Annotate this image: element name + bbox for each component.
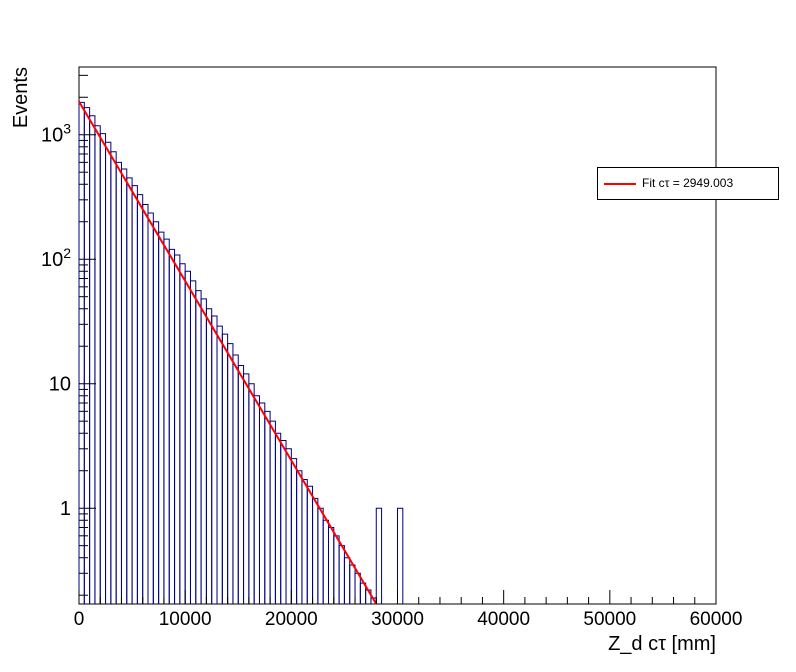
legend: Fit cτ = 2949.003 — [597, 167, 779, 200]
legend-fit-label: Fit cτ = 2949.003 — [642, 176, 734, 190]
histogram-bin — [333, 535, 340, 604]
histogram-bin — [280, 439, 287, 604]
histogram-bin — [152, 221, 160, 604]
histogram-bin — [179, 263, 186, 604]
histogram-bin — [290, 458, 298, 604]
x-tick-label: 50000 — [583, 609, 636, 630]
histogram-bin — [216, 325, 223, 604]
histogram-bin — [248, 383, 255, 604]
histogram-bin — [105, 141, 112, 604]
histogram-bin — [296, 470, 303, 604]
histogram-bin — [237, 365, 245, 604]
histogram-bin — [200, 298, 207, 604]
histogram-bin — [136, 194, 144, 604]
histogram-bin — [343, 557, 351, 604]
histogram-bin — [94, 125, 101, 604]
histogram-bin — [184, 270, 191, 604]
histogram-bin — [397, 507, 404, 604]
histogram-bin — [99, 133, 107, 604]
histogram-bin — [274, 432, 282, 604]
x-tick-label: 40000 — [477, 609, 530, 630]
histogram-bin — [195, 290, 202, 604]
histogram-bin — [83, 107, 91, 604]
histogram-bin — [115, 161, 122, 604]
histogram-bin — [147, 212, 154, 604]
x-tick-label: 30000 — [371, 609, 424, 630]
histogram-bin — [189, 280, 197, 604]
y-tick-label: 1 — [60, 498, 71, 520]
histogram-bin — [327, 526, 335, 604]
y-tick-label: 10 — [49, 374, 71, 396]
histogram-bin — [205, 308, 213, 604]
histogram-bin — [110, 151, 117, 604]
histogram-bin — [285, 448, 292, 604]
y-tick-label: 102 — [41, 245, 71, 271]
fit-line — [78, 100, 378, 605]
histogram-bin — [258, 402, 266, 604]
x-tick-label: 0 — [74, 609, 85, 630]
histogram-bin — [306, 485, 314, 604]
histogram-bin — [158, 231, 165, 604]
histogram-bin — [89, 115, 96, 604]
histogram-bin — [227, 343, 234, 604]
x-tick-label: 60000 — [690, 609, 743, 630]
histogram-bin — [354, 572, 361, 604]
y-tick-label: 103 — [41, 121, 71, 147]
histogram-bin — [120, 168, 128, 604]
histogram-bin — [264, 410, 271, 604]
histogram-bin — [163, 238, 170, 604]
histogram-bin — [168, 248, 176, 604]
x-axis-title: Z_d cτ [mm] — [608, 633, 716, 655]
histogram-bin — [253, 395, 260, 604]
histogram-bin — [375, 507, 383, 604]
histogram-bin — [211, 315, 218, 604]
histogram-bin — [322, 519, 329, 604]
histogram-bin — [349, 564, 356, 604]
histogram-bin — [338, 545, 345, 604]
histogram-bin — [317, 507, 324, 604]
histogram-bin — [243, 373, 250, 604]
y-axis-title: Events — [10, 67, 32, 128]
legend-fit-line — [604, 183, 636, 185]
histogram-bin — [232, 354, 239, 604]
histogram-bin — [221, 333, 229, 604]
x-tick-label: 20000 — [265, 609, 318, 630]
histogram-bin — [131, 185, 138, 604]
histogram-bin — [312, 497, 319, 604]
histogram-bin — [301, 479, 308, 604]
histogram-bin — [269, 420, 276, 604]
x-tick-label: 10000 — [159, 609, 212, 630]
histogram-bin — [126, 177, 133, 604]
histogram-bin — [78, 101, 85, 604]
histogram-bin — [174, 254, 181, 604]
histogram-bin — [142, 204, 149, 604]
